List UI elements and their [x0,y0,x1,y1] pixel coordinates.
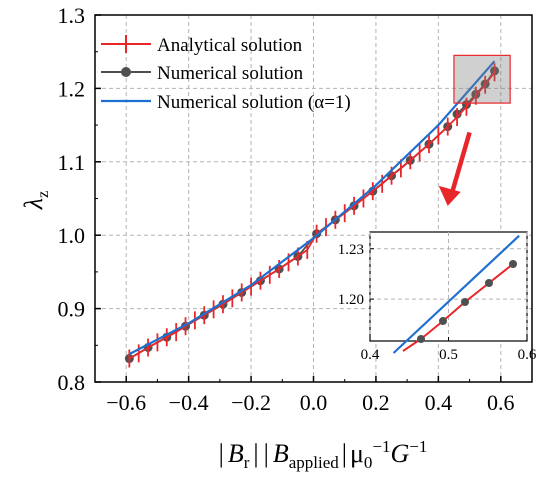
x-tick-label: −0.4 [169,390,209,415]
x-axis-label: | Br | | Bapplied | μ0−1G−1 [219,437,428,472]
inset-numerical-point [485,279,493,287]
y-tick-label: 1.2 [58,76,86,101]
inset-plot: 0.4 0.5 0.6 1.20 1.23 [338,231,537,363]
inset-numerical-point [509,260,517,268]
y-tick-label: 1.3 [58,3,86,28]
y-tick-label: 0.9 [58,297,86,322]
inset-x-tick-label: 0.5 [439,347,458,363]
annotation-layer [438,54,511,206]
zoom-arrow-head [438,185,461,206]
inset-alpha-line [392,234,520,354]
inset-y-tick-label: 1.23 [338,242,364,258]
inset-y-tick-label: 1.20 [338,292,364,308]
inset-numerical-point [439,317,447,325]
inset-x-tick-label: 0.4 [361,347,380,363]
x-tick-label: 0.0 [300,390,328,415]
x-tick-label: −0.2 [231,390,271,415]
y-tick-label: 0.8 [58,370,86,395]
tick-labels: −0.6 −0.4 −0.2 0.0 0.2 0.4 0.6 0.8 0.9 1.0 1.1 1.2 1… [58,3,515,415]
inset-frame [369,231,528,342]
legend-numerical-label: Numerical solution [157,63,304,84]
inset-numerical-point [417,335,425,343]
legend-numerical-marker [121,67,131,77]
axis-ticks [95,14,502,383]
y-tick-label: 1.0 [58,223,86,248]
legend-analytical-label: Analytical solution [157,35,303,56]
y-axis-label: λz [19,191,52,210]
series-layer [124,60,500,368]
x-tick-label: 0.2 [362,390,390,415]
inset-numerical-point [461,298,469,306]
x-tick-label: −0.6 [106,390,146,415]
inset-x-tick-label: 0.6 [518,347,537,363]
y-tick-label: 1.1 [58,150,86,175]
zoom-box [453,54,511,104]
x-tick-label: 0.6 [487,390,515,415]
numerical-alpha-series-line [128,60,496,356]
legend: Analytical solution Numerical solution N… [101,35,351,113]
x-tick-label: 0.4 [425,390,453,415]
zoom-arrow-shaft [449,131,472,195]
legend-alpha-label: Numerical solution (α=1) [157,92,351,113]
